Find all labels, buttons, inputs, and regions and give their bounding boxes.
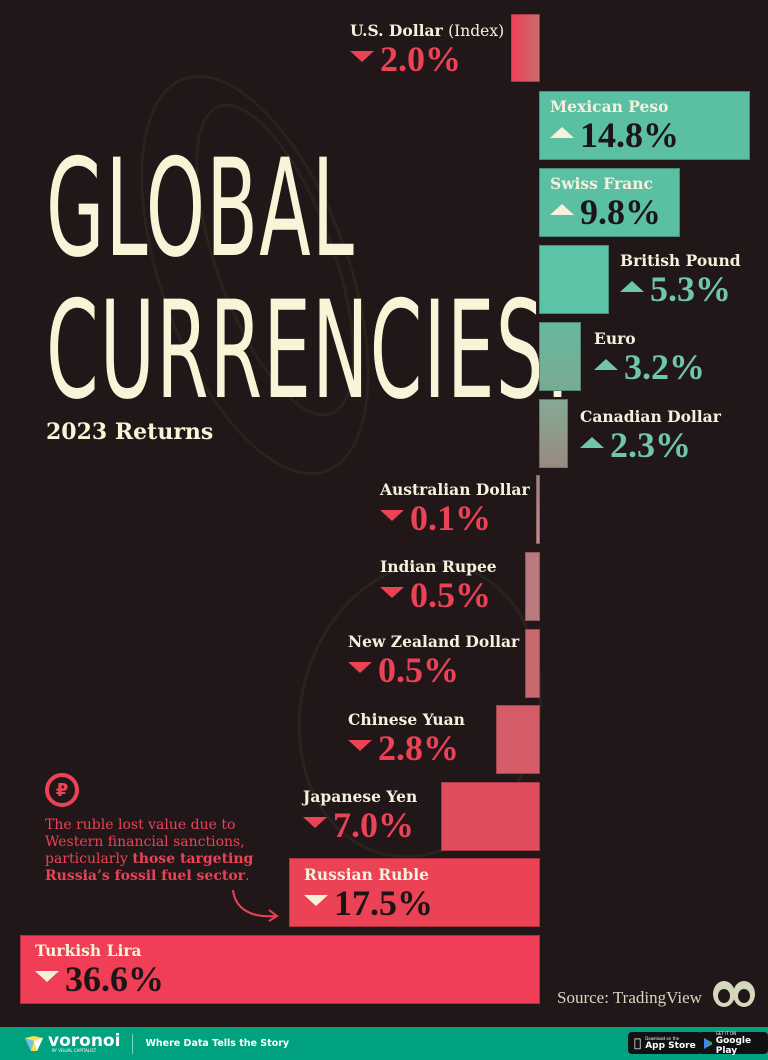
- bar-russian-ruble: [289, 858, 540, 927]
- currency-value: 14.8%: [580, 115, 679, 155]
- bar-new-zealand-dollar: [525, 629, 540, 698]
- up-arrow-icon: [550, 203, 574, 215]
- currency-name: Mexican Peso: [550, 97, 669, 116]
- bar-australian-dollar: [536, 475, 540, 544]
- currency-name: Chinese Yuan: [348, 710, 465, 729]
- bar-euro: [539, 322, 581, 391]
- currency-name: British Pound: [620, 251, 741, 270]
- currency-name: Russian Ruble: [304, 865, 429, 884]
- currency-value: 0.5%: [410, 575, 491, 615]
- label-japanese-yen: Japanese Yen 7.0%: [303, 788, 417, 844]
- currency-value: 2.3%: [610, 425, 691, 465]
- annotation-bold-text: those targeting Russia’s fossil fuel sec…: [45, 851, 254, 884]
- bar-japanese-yen: [441, 782, 540, 851]
- label-mexican-peso: Mexican Peso 14.8%: [550, 98, 679, 154]
- label-british-pound: British Pound 5.3%: [620, 252, 741, 308]
- label-russian-ruble: Russian Ruble 17.5%: [304, 866, 433, 922]
- brand-sub: BY VISUAL CAPITALIST: [52, 1048, 97, 1053]
- source-label: Source: TradingView: [557, 988, 702, 1007]
- annotation-end: .: [245, 868, 250, 884]
- currency-name: Turkish Lira: [35, 941, 142, 960]
- up-arrow-icon: [620, 280, 644, 292]
- label-euro: Euro 3.2%: [594, 330, 705, 386]
- google-play-icon: [704, 1037, 712, 1049]
- down-arrow-icon: [348, 661, 372, 673]
- bar-swiss-franc: [539, 168, 680, 237]
- label-australian-dollar: Australian Dollar 0.1%: [380, 481, 530, 537]
- currency-name: Indian Rupee: [380, 557, 497, 576]
- down-arrow-icon: [380, 509, 404, 521]
- currency-value: 7.0%: [333, 805, 414, 845]
- tradingview-binoculars-icon: [713, 981, 755, 1007]
- bar-canadian-dollar: [539, 399, 568, 468]
- currency-value: 0.1%: [410, 498, 491, 538]
- currency-value: 17.5%: [334, 883, 433, 923]
- label-turkish-lira: Turkish Lira 36.6%: [35, 942, 164, 998]
- up-arrow-icon: [594, 358, 618, 370]
- label-indian-rupee: Indian Rupee 0.5%: [380, 558, 497, 614]
- up-arrow-icon: [550, 126, 574, 138]
- label-new-zealand-dollar: New Zealand Dollar 0.5%: [348, 633, 519, 689]
- bar-indian-rupee: [525, 552, 540, 621]
- currency-value: 9.8%: [580, 192, 661, 232]
- annotation-text: The ruble lost value due to Western fina…: [45, 817, 245, 867]
- voronoi-logo-icon: [25, 1035, 43, 1051]
- currency-name: Euro: [594, 329, 636, 348]
- tagline: Where Data Tells the Story: [145, 1038, 290, 1049]
- brand-name: voronoi: [48, 1031, 121, 1051]
- google-play-small: GET IT ON: [715, 1030, 737, 1036]
- currency-name: Japanese Yen: [303, 787, 418, 806]
- ruble-symbol: ₽: [55, 779, 69, 801]
- bar-british-pound: [539, 245, 609, 314]
- currency-name: Canadian Dollar: [580, 407, 721, 426]
- label-swiss-franc: Swiss Franc 9.8%: [550, 175, 661, 231]
- label-chinese-yuan: Chinese Yuan 2.8%: [348, 711, 465, 767]
- currency-name: U.S. Dollar: [350, 21, 443, 40]
- currency-qualifier: (Index): [448, 22, 505, 40]
- currency-value: 5.3%: [650, 269, 731, 309]
- google-play-button[interactable]: GET IT ON Google Play: [698, 1030, 768, 1056]
- app-store-small: Download on the: [638, 1035, 679, 1041]
- up-arrow-icon: [580, 436, 604, 448]
- down-arrow-icon: [35, 970, 59, 982]
- label-canadian-dollar: Canadian Dollar 2.3%: [580, 408, 721, 464]
- currency-name: Australian Dollar: [380, 480, 530, 499]
- currency-name: Swiss Franc: [550, 174, 653, 193]
- label-us-dollar: U.S. Dollar (Index) 2.0%: [350, 22, 504, 78]
- down-arrow-icon: [304, 894, 328, 906]
- apple-icon: : [634, 1036, 641, 1050]
- currency-value: 3.2%: [624, 347, 705, 387]
- footer-divider: [132, 1033, 134, 1054]
- title-line-1: GLOBAL: [46, 130, 356, 287]
- currency-value: 2.0%: [380, 39, 461, 79]
- voronoi-logo[interactable]: voronoi BY VISUAL CAPITALIST: [24, 1031, 121, 1053]
- title-line-2: CURRENCIES:: [46, 272, 572, 429]
- bar-us-dollar: [511, 14, 540, 82]
- bar-turkish-lira: [20, 935, 540, 1004]
- footer-bar: voronoi BY VISUAL CAPITALIST Where Data …: [0, 1027, 768, 1060]
- currency-value: 0.5%: [378, 650, 459, 690]
- currency-value: 2.8%: [378, 728, 459, 768]
- ruble-icon: ₽: [45, 773, 79, 807]
- down-arrow-icon: [348, 739, 372, 751]
- bar-chinese-yuan: [496, 705, 540, 774]
- google-play-label: Google Play: [715, 1035, 752, 1056]
- down-arrow-icon: [380, 586, 404, 598]
- ruble-annotation: The ruble lost value due to Western fina…: [45, 817, 295, 885]
- bar-mexican-peso: [539, 91, 750, 160]
- subtitle: 2023 Returns: [46, 419, 214, 445]
- app-store-label: App Store: [638, 1040, 696, 1051]
- currency-value: 36.6%: [65, 959, 164, 999]
- down-arrow-icon: [350, 50, 374, 62]
- down-arrow-icon: [303, 816, 327, 828]
- curved-arrow-icon: [232, 889, 279, 922]
- currency-name: New Zealand Dollar: [348, 632, 520, 651]
- page-title: GLOBAL CURRENCIES:: [46, 138, 571, 422]
